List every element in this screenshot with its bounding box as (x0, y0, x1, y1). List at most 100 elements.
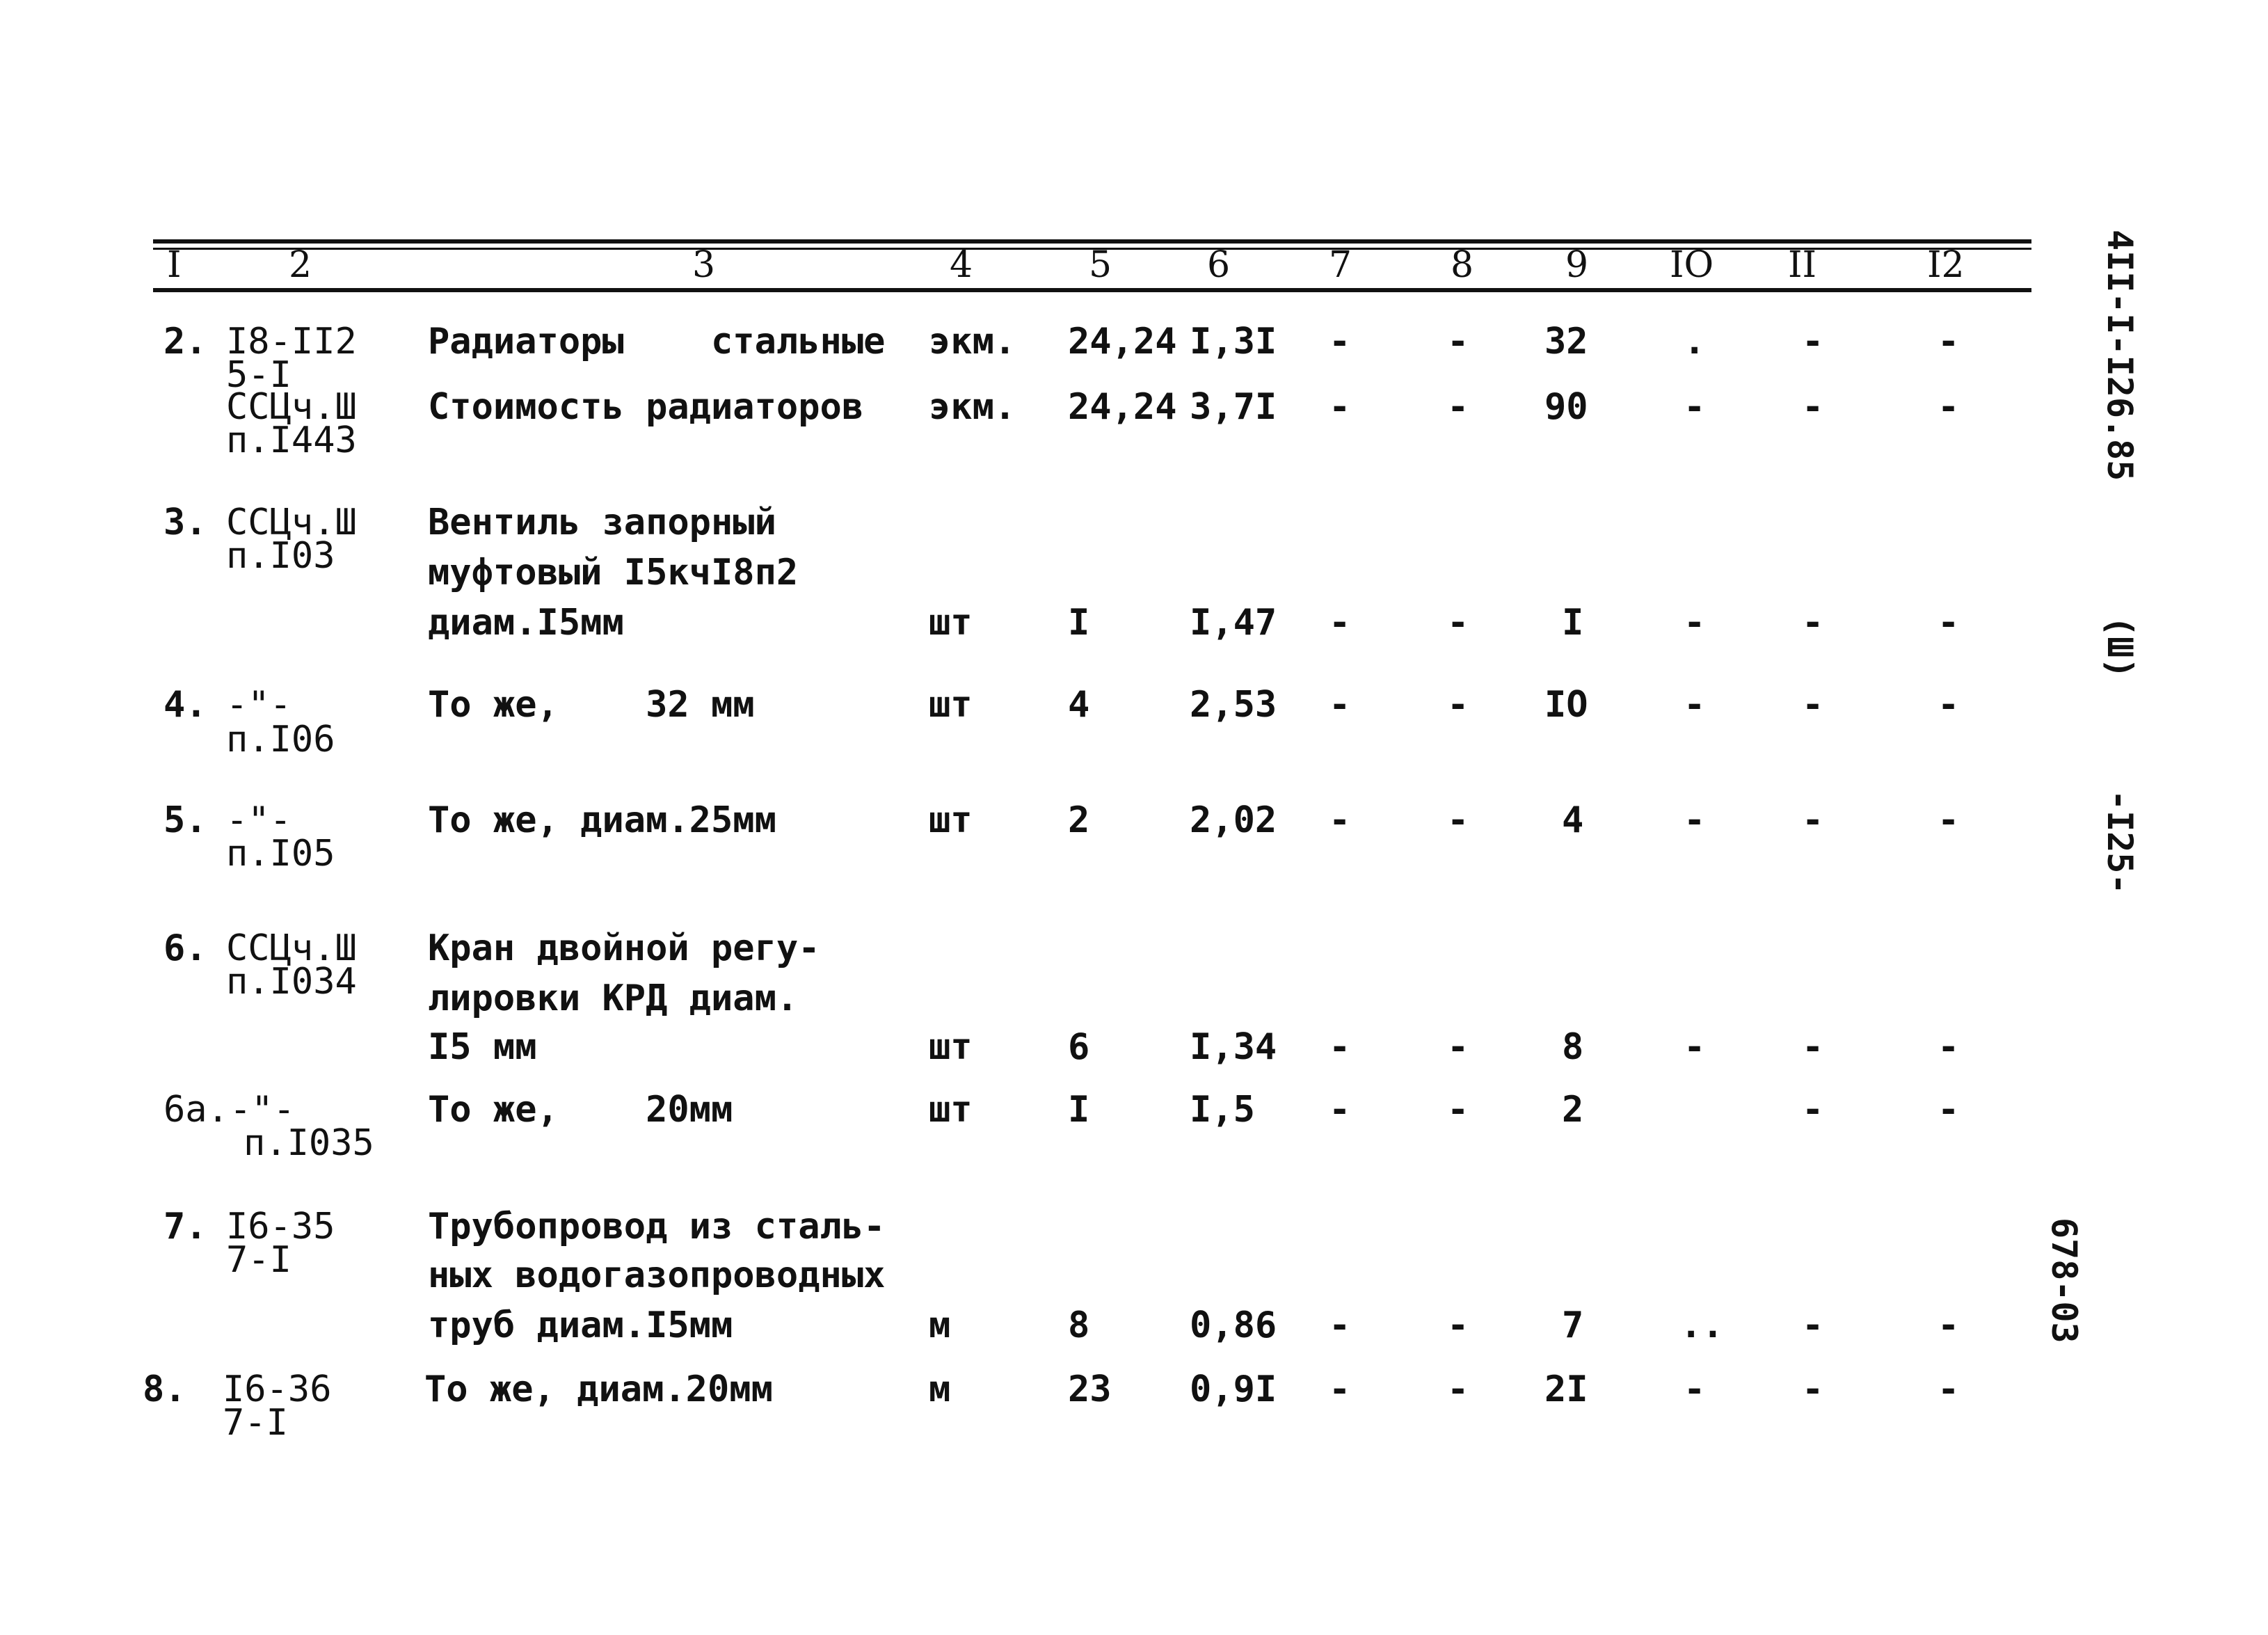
row-col12: - (1938, 1305, 1960, 1346)
row-col7: - (1329, 321, 1351, 362)
row-quantity: I (1068, 602, 1090, 644)
row-col10: - (1684, 386, 1706, 428)
row-col10: - (1684, 602, 1706, 644)
row-description: лировки КРД диам. (428, 978, 799, 1019)
row-description: То же, 32 мм (428, 684, 755, 726)
row-rate: 2,53 (1190, 684, 1277, 726)
row-col9: 2 (1562, 1089, 1584, 1131)
row-quantity: 24,24 (1068, 386, 1177, 428)
row-col12: - (1938, 799, 1960, 841)
row-quantity: 8 (1068, 1305, 1090, 1346)
row-number: 6а. (163, 1089, 229, 1131)
row-col11: - (1802, 602, 1824, 644)
row-col7: - (1329, 1305, 1351, 1346)
row-rate: I,3I (1190, 321, 1277, 362)
row-description: ных водогазопроводных (428, 1254, 886, 1296)
row-description: диам.I5мм (428, 602, 624, 644)
row-description: То же, диам.25мм (428, 799, 776, 841)
row-col8: - (1447, 1026, 1469, 1068)
table-top-rule-thin (153, 248, 2031, 250)
column-header-7: 7 (1329, 244, 1352, 286)
row-col9: 4 (1562, 799, 1584, 841)
row-number: 5. (163, 799, 207, 841)
row-col12: - (1938, 386, 1960, 428)
row-reference: -"- (230, 1089, 295, 1131)
row-description: То же, 20мм (428, 1089, 733, 1131)
column-header-10: IO (1670, 244, 1714, 286)
row-col9: 90 (1544, 386, 1588, 428)
row-description: Трубопровод из сталь- (428, 1206, 886, 1247)
row-number: 7. (163, 1206, 207, 1247)
row-col8: - (1447, 386, 1469, 428)
row-number: 2. (163, 321, 207, 362)
row-rate: 2,02 (1190, 799, 1277, 841)
row-reference: п.I03 (226, 535, 335, 577)
row-col9: 7 (1562, 1305, 1584, 1346)
column-header-4: 4 (950, 244, 973, 286)
row-col8: - (1447, 684, 1469, 726)
row-unit: экм. (929, 321, 1016, 362)
column-header-8: 8 (1451, 244, 1474, 286)
row-unit: шт (929, 1026, 973, 1068)
row-reference: I8-II2 (226, 321, 357, 362)
row-description: труб диам.I5мм (428, 1305, 733, 1346)
row-number: 3. (163, 502, 207, 543)
row-col11: - (1802, 1369, 1824, 1410)
row-col10: - (1684, 799, 1706, 841)
row-quantity: 23 (1068, 1369, 1112, 1410)
row-rate: I,47 (1190, 602, 1277, 644)
row-quantity: 6 (1068, 1026, 1090, 1068)
row-col12: - (1938, 321, 1960, 362)
row-description: I5 мм (428, 1026, 537, 1068)
row-description: Кран двойной регу- (428, 927, 820, 969)
row-col7: - (1329, 684, 1351, 726)
row-number: 4. (163, 684, 207, 726)
row-col7: - (1329, 602, 1351, 644)
row-description: Радиаторы стальные (428, 321, 886, 362)
row-reference: ССЦч.Ш (226, 386, 357, 428)
column-header-1: I (167, 244, 182, 286)
row-col10: .. (1680, 1305, 1724, 1346)
column-header-6: 6 (1207, 244, 1231, 286)
row-col7: - (1329, 386, 1351, 428)
row-col8: - (1447, 1369, 1469, 1410)
row-quantity: I (1068, 1089, 1090, 1131)
row-quantity: 24,24 (1068, 321, 1177, 362)
row-rate: 0,9I (1190, 1369, 1277, 1410)
row-reference: п.I443 (226, 420, 357, 461)
row-reference: I6-35 (226, 1206, 335, 1247)
table-top-rule (153, 239, 2031, 244)
row-col11: - (1802, 321, 1824, 362)
row-col11: - (1802, 1026, 1824, 1068)
row-unit: экм. (929, 386, 1016, 428)
row-col8: - (1447, 799, 1469, 841)
row-reference: 7-I (226, 1239, 292, 1281)
column-header-12: I2 (1927, 244, 1965, 286)
header-bottom-rule (153, 288, 2031, 292)
row-rate: 3,7I (1190, 386, 1277, 428)
row-quantity: 2 (1068, 799, 1090, 841)
row-col10: . (1684, 321, 1706, 362)
row-col12: - (1938, 1026, 1960, 1068)
row-col8: - (1447, 321, 1469, 362)
row-reference: ССЦч.Ш (226, 927, 357, 969)
row-col12: - (1938, 684, 1960, 726)
document-code: 4II-I-I26.85 (2100, 230, 2140, 481)
row-description: муфтовый I5кчI8п2 (428, 552, 799, 593)
row-reference: п.I06 (226, 719, 335, 760)
row-rate: I,34 (1190, 1026, 1277, 1068)
row-number: 6. (163, 927, 207, 969)
row-col11: - (1802, 1305, 1824, 1346)
row-col8: - (1447, 1089, 1469, 1131)
column-header-5: 5 (1089, 244, 1112, 286)
row-rate: 0,86 (1190, 1305, 1277, 1346)
column-header-9: 9 (1565, 244, 1589, 286)
row-reference: п.I035 (243, 1122, 374, 1164)
row-col8: - (1447, 1305, 1469, 1346)
archive-stamp: 678-03 (2044, 1218, 2084, 1343)
row-col9: 2I (1544, 1369, 1588, 1410)
column-header-11: II (1788, 244, 1817, 286)
row-col11: - (1802, 386, 1824, 428)
album-number: (Ш) (2100, 616, 2140, 679)
row-unit: шт (929, 602, 973, 644)
